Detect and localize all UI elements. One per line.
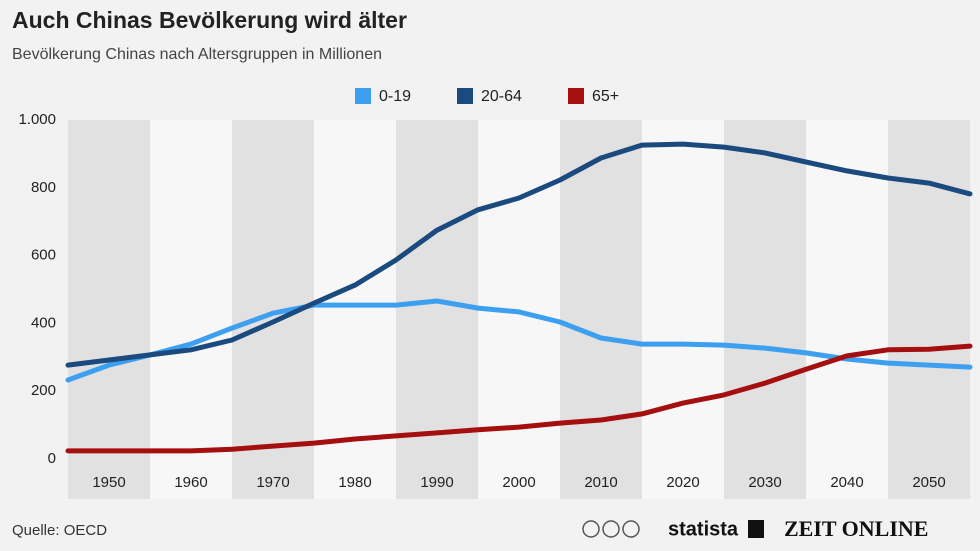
legend-swatch (457, 88, 473, 104)
y-tick-label: 800 (31, 179, 56, 196)
line-series (65, 298, 973, 383)
line-series (65, 141, 973, 368)
band (150, 120, 232, 499)
legend-swatch (355, 88, 371, 104)
x-tick-label: 1990 (420, 474, 453, 491)
x-tick-label: 1960 (174, 474, 207, 491)
band (642, 120, 724, 499)
band (560, 120, 642, 499)
x-tick-label: 1950 (92, 474, 125, 491)
bands (68, 120, 970, 499)
y-tick-label: 200 (31, 382, 56, 399)
chart-subtitle: Bevölkerung Chinas nach Altersgruppen in… (12, 46, 382, 63)
x-tick-label: 1980 (338, 474, 371, 491)
band (68, 120, 150, 499)
y-tick-label: 600 (31, 247, 56, 264)
legend-label: 65+ (592, 88, 619, 105)
y-tick-label: 0 (48, 450, 56, 467)
chart-title: Auch Chinas Bevölkerung wird älter (12, 7, 407, 33)
band (396, 120, 478, 499)
legend-swatch (568, 88, 584, 104)
x-tick-label: 2010 (584, 474, 617, 491)
line-series (65, 343, 973, 454)
brand-icon (748, 520, 764, 538)
legend-label: 0-19 (379, 88, 411, 105)
y-tick-label: 400 (31, 314, 56, 331)
brand: statista (668, 518, 739, 540)
partner: ZEIT ONLINE (784, 516, 928, 541)
x-tick-label: 2030 (748, 474, 781, 491)
band (806, 120, 888, 499)
x-tick-label: 2020 (666, 474, 699, 491)
band (888, 120, 970, 499)
legend-label: 20-64 (481, 88, 522, 105)
x-tick-label: 2050 (912, 474, 945, 491)
x-tick-label: 1970 (256, 474, 289, 491)
source: Quelle: OECD (12, 522, 107, 539)
cc-icons (582, 520, 640, 538)
y-tick-label: 1.000 (18, 111, 56, 128)
x-tick-label: 2000 (502, 474, 535, 491)
band (724, 120, 806, 499)
x-tick-label: 2040 (830, 474, 863, 491)
